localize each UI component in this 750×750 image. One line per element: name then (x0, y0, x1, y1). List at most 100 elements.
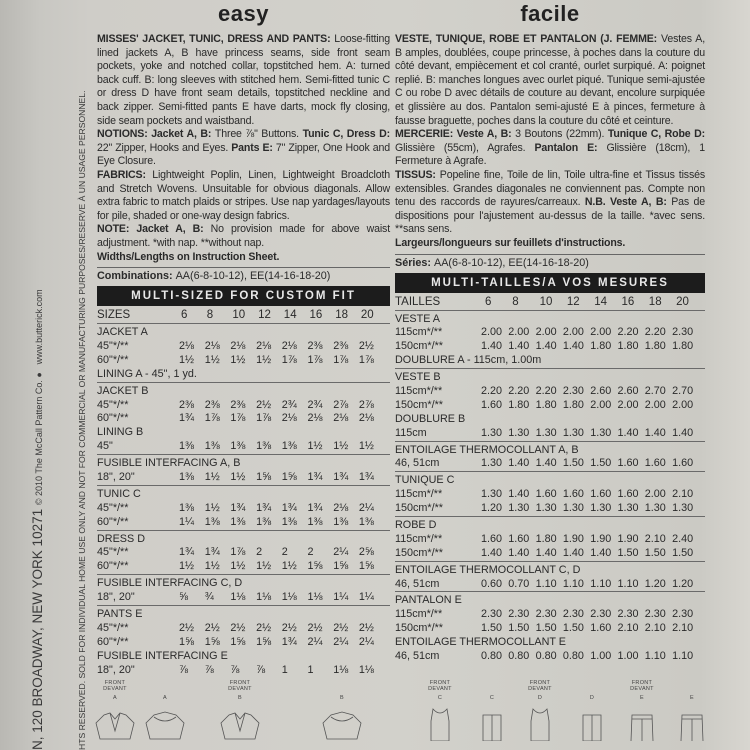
garment-drawing (95, 712, 135, 740)
yardage-value: 1⅝ (179, 635, 195, 648)
yardage-group: VESTE A 115cm*/** 2.00 2.00 2.00 2.00 2.00 2.20… (395, 311, 705, 370)
yardage-value: 1.40 (617, 426, 639, 439)
yardage-value: 1.30 (562, 426, 584, 439)
yardage-row: 115cm*/** 1.60 1.60 1.80 1.90 1.90 1.90 2.10 2.4… (395, 533, 705, 547)
yardage-value: 1½ (230, 560, 246, 573)
yardage-value: 1.80 (535, 532, 557, 545)
yardage-value: 2.10 (672, 622, 694, 635)
yardage-row: 45" 1⅜ 1⅜ 1⅜ 1⅜ 1⅜ 1½ 1½ 1½ (97, 440, 390, 454)
yardage-value: 1.90 (617, 532, 639, 545)
publisher-address: N, 120 BROADWAY, NEW YORK 10271 (30, 508, 45, 750)
yardage-value: 2.20 (644, 326, 666, 339)
yardage-value: 1.60 (481, 398, 503, 411)
yardage-value: 1.50 (508, 622, 530, 635)
row-label: 115cm*/** (395, 488, 443, 501)
bold-text: MERCERIE: Veste A, B: (395, 128, 516, 141)
yardage-value: 1.30 (590, 502, 612, 515)
yardage-value: 1.40 (508, 488, 530, 501)
yardage-value: 1.40 (535, 340, 557, 353)
sizes-label: TAILLES (395, 295, 441, 308)
yardage-value: 2½ (281, 621, 297, 634)
text: Lightweight Poplin, Linen, Lightweight B… (97, 168, 391, 222)
section-heading: DOUBLURE A - 115cm, 1.00m (395, 354, 705, 368)
yardage-value: 2⅜ (230, 398, 246, 411)
yardage-value: 2.00 (508, 326, 530, 339)
garment-drawing (322, 711, 362, 740)
yardage-value: 1¾ (179, 546, 195, 559)
yardage-value: 2 (281, 546, 288, 559)
yardage-value: 1¼ (179, 515, 195, 528)
yardage-value: 1⅜ (230, 440, 246, 453)
yardage-value: 2.10 (644, 622, 666, 635)
section-heading: LINING B (97, 426, 390, 440)
text: Loose-fitting lined jackets A, B have pr… (97, 33, 390, 127)
yardage-value: 1½ (256, 353, 272, 366)
view-letter: A (163, 695, 167, 701)
yardage-value: 1.50 (644, 546, 666, 559)
yardage-value: 1¾ (281, 501, 297, 514)
size-column-header: 14 (283, 309, 297, 322)
yardage-value: 1.40 (535, 546, 557, 559)
yardage-value: 1.20 (644, 577, 666, 590)
row-label: PANTALON E (395, 594, 462, 607)
yardage-value: 1.40 (508, 546, 530, 559)
yardage-value: 1⅝ (307, 560, 323, 573)
yardage-value: 2¼ (307, 635, 323, 648)
row-label: DOUBLURE B (395, 412, 466, 425)
yardage-row: 45"*/** 1⅜ 1½ 1¾ 1¾ 1¾ 1¾ 2⅛ 2¼ (97, 502, 390, 516)
row-label: ENTOILAGE THERMOCOLLANT C, D (395, 563, 581, 576)
view-letter: B (340, 695, 344, 701)
divider (395, 253, 705, 255)
yardage-row: 60"*/** 1½ 1½ 1½ 1½ 1⅞ 1⅞ 1⅞ 1⅞ (97, 354, 390, 368)
sketch-d: D (567, 692, 617, 743)
garment-drawing (220, 712, 260, 740)
text: 7" Zipper, One Hook and Eye Closure. (97, 141, 390, 168)
row-label: ROBE D (395, 518, 437, 531)
yardage-value: 1⅜ (256, 440, 272, 453)
yardage-group: PANTALON E 115cm*/** 2.30 2.30 2.30 2.30 2.30 2… (395, 592, 705, 663)
yardage-value: 1.40 (508, 340, 530, 353)
row-label: TUNIQUE C (395, 474, 455, 487)
yardage-value: 2⅛ (230, 339, 246, 352)
yardage-value: 2¼ (333, 635, 349, 648)
yardage-value: 2⅛ (281, 339, 297, 352)
yardage-value: 1.90 (562, 532, 584, 545)
yardage-group: JACKET A 45"*/** 2⅛ 2⅛ 2⅛ 2⅛ 2⅛ 2⅜ 2⅜ 2½ 60"*/** 1½… (97, 324, 390, 383)
row-label: FUSIBLE INTERFACING C, D (97, 577, 243, 590)
yardage-value: 1⅞ (281, 353, 297, 366)
text: AA(6-8-10-12), EE(14-16-18-20) (434, 256, 589, 269)
garment-drawing (482, 714, 502, 742)
yardage-value: 1⅞ (307, 353, 323, 366)
row-label: FUSIBLE INTERFACING A, B (97, 457, 241, 470)
section-heading: FUSIBLE INTERFACING C, D (97, 577, 390, 591)
yardage-value: 2½ (204, 621, 220, 634)
yardage-row: 115cm*/** 2.20 2.20 2.20 2.30 2.60 2.60 2.70 2.7… (395, 385, 705, 399)
text: Glissière (55cm), Agrafes. (395, 141, 535, 154)
yardage-value: 1⅝ (230, 635, 246, 648)
yardage-value: 2 (256, 546, 263, 559)
website-link[interactable]: www.butterick.com (34, 289, 44, 365)
section-heading: PANTS E (97, 608, 390, 622)
yardage-value: 1¾ (230, 501, 246, 514)
yardage-row: 150cm*/** 1.50 1.50 1.50 1.50 1.60 2.10 2.10 2.1… (395, 622, 705, 636)
yardage-value: 1.50 (481, 622, 503, 635)
paragraph: MERCERIE: Veste A, B: 3 Boutons (22mm). … (395, 128, 705, 169)
yardage-value: 2.10 (617, 622, 639, 635)
paragraph: FABRICS: Lightweight Poplin, Linen, Ligh… (97, 169, 390, 223)
view-letter: E (640, 695, 644, 701)
row-label: LINING B (97, 426, 144, 439)
yardage-group: FUSIBLE INTERFACING C, D 18", 20" ⅝ ¾ 1⅛ 1⅛ 1⅛… (97, 575, 390, 607)
yardage-value: 1⅜ (204, 515, 220, 528)
yardage-value: 1.30 (481, 426, 503, 439)
description: MISSES' JACKET, TUNIC, DRESS AND PANTS: … (97, 33, 390, 264)
yardage-value: 1.90 (590, 532, 612, 545)
yardage-value: 2.00 (617, 398, 639, 411)
yardage-row: 46, 51cm 1.30 1.40 1.40 1.50 1.50 1.60 1.60 1.60 (395, 457, 705, 471)
yardage-value: 1⅛ (358, 663, 374, 676)
row-label: 60"*/** (97, 560, 129, 573)
yardage-value: 1.60 (562, 488, 584, 501)
yardage-value: 1⅜ (179, 440, 195, 453)
yardage-value: 1.60 (508, 532, 530, 545)
yardage-value: 1½ (333, 440, 349, 453)
garment-drawing (430, 708, 450, 742)
